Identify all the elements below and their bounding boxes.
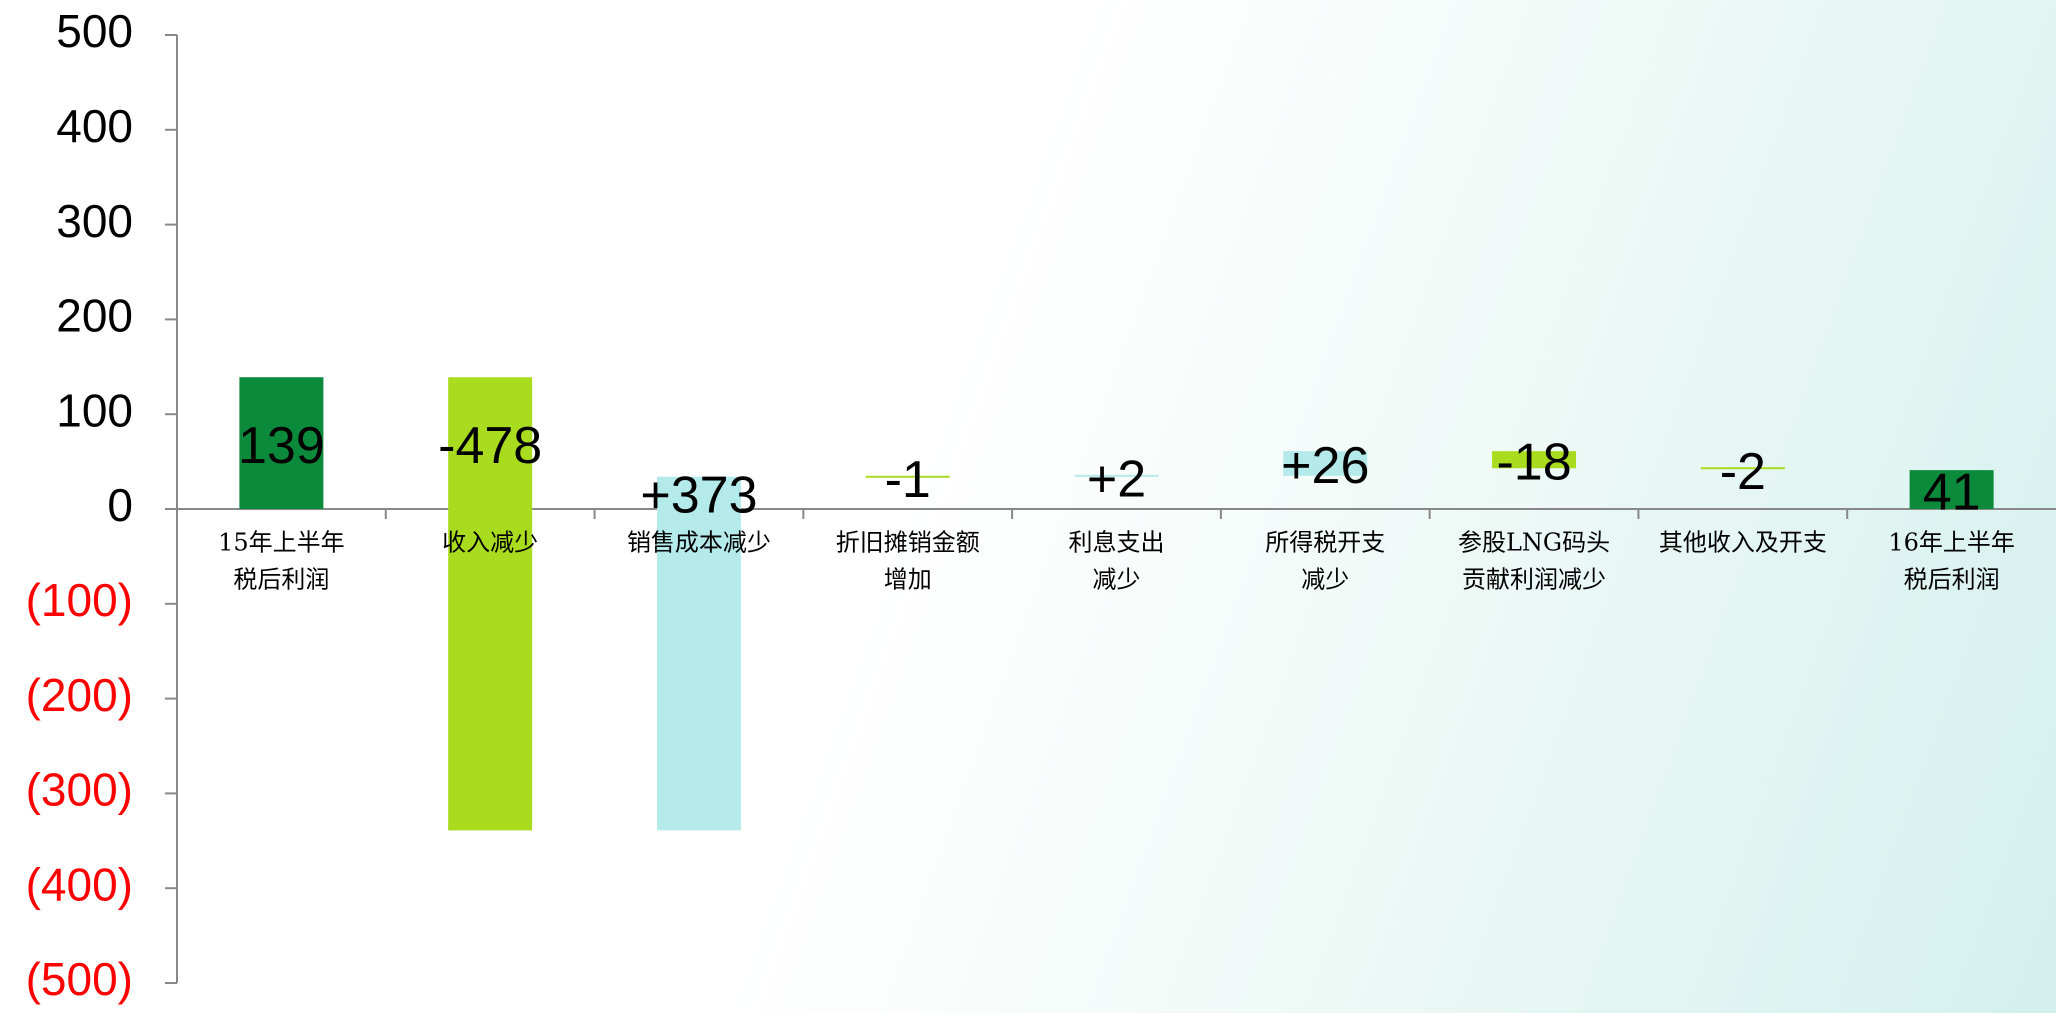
- x-tick-label: 贡献利润减少: [1462, 566, 1606, 594]
- bar: [656, 476, 741, 831]
- x-tick-label: 税后利润: [1904, 566, 2000, 594]
- bar: [1074, 474, 1159, 477]
- y-tick-label: (500): [26, 953, 133, 1005]
- y-tick-label: 300: [56, 195, 133, 247]
- bar: [1283, 451, 1368, 476]
- x-tick-label: 15年上半年: [218, 529, 345, 557]
- value-label: 41: [1923, 463, 1981, 521]
- x-tick-label: 16年上半年: [1888, 529, 2015, 557]
- value-label: -478: [438, 417, 542, 475]
- value-label: +373: [640, 467, 757, 525]
- y-tick-label: 500: [56, 5, 133, 57]
- y-tick-label: 400: [56, 100, 133, 152]
- value-label: -18: [1496, 433, 1571, 491]
- value-label: -1: [885, 451, 931, 509]
- x-tick-label: 参股LNG码头: [1458, 529, 1610, 557]
- x-tick-label: 销售成本减少: [627, 529, 771, 557]
- y-tick-label: (400): [26, 858, 133, 910]
- value-label: +2: [1087, 451, 1146, 509]
- value-label: +26: [1281, 437, 1369, 495]
- y-tick-label: 100: [56, 384, 133, 436]
- bar: [448, 377, 533, 831]
- y-tick-label: (300): [26, 764, 133, 816]
- value-label: -2: [1720, 443, 1766, 501]
- bar: [1909, 470, 1994, 509]
- x-tick-label: 利息支出: [1069, 529, 1165, 557]
- x-tick-label: 其他收入及开支: [1659, 529, 1827, 557]
- x-tick-label: 所得税开支: [1265, 529, 1385, 557]
- value-label: 139: [238, 417, 325, 475]
- x-tick-label: 折旧摊销金额: [836, 529, 980, 557]
- y-tick-label: (100): [26, 574, 133, 626]
- bar: [865, 475, 950, 478]
- bar: [1492, 451, 1577, 469]
- x-tick-label: 收入减少: [442, 529, 538, 557]
- y-tick-label: 0: [107, 479, 133, 531]
- x-tick-label: 增加: [884, 566, 932, 594]
- y-tick-label: (200): [26, 669, 133, 721]
- x-tick-label: 减少: [1301, 566, 1349, 594]
- y-tick-label: 200: [56, 290, 133, 342]
- bar: [1700, 467, 1785, 470]
- x-tick-label: 减少: [1093, 566, 1141, 594]
- x-tick-label: 税后利润: [233, 566, 329, 594]
- bar: [239, 377, 324, 509]
